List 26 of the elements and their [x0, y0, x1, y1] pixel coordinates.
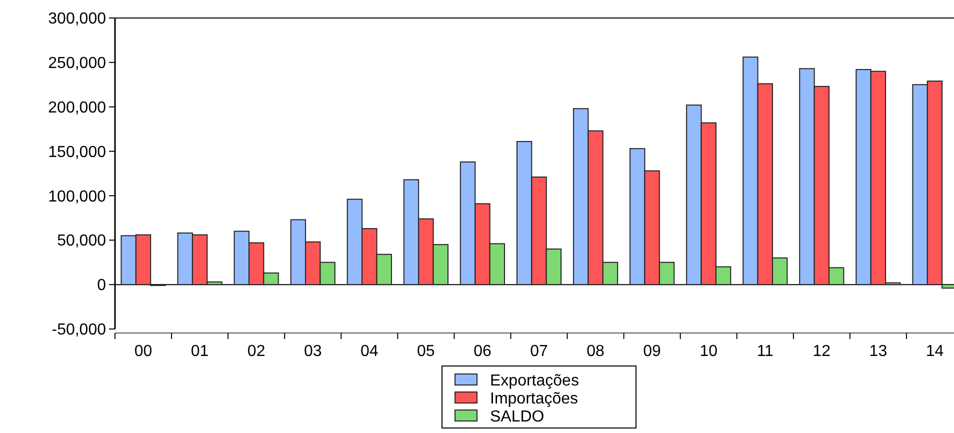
y-tick-label: 300,000 — [48, 10, 106, 28]
x-tick-label: 02 — [247, 343, 266, 360]
x-tick-label: 06 — [474, 343, 492, 360]
legend-label: Exportações — [490, 372, 579, 390]
y-tick-label: 100,000 — [48, 188, 106, 206]
y-tick-label: 50,000 — [57, 232, 106, 250]
x-tick-label: 11 — [756, 343, 774, 360]
y-tick-label: 250,000 — [48, 55, 106, 72]
x-tick-label: 04 — [360, 343, 378, 360]
y-tick-label: 150,000 — [48, 144, 106, 161]
x-tick-label: 01 — [190, 343, 209, 360]
x-tick-label: 03 — [304, 343, 322, 360]
x-tick-label: 05 — [417, 343, 435, 360]
x-tick-label: 09 — [643, 343, 662, 360]
x-tick-label: 00 — [134, 343, 152, 360]
legend-label: SALDO — [490, 408, 544, 426]
x-tick-label: 07 — [530, 343, 548, 360]
x-tick-label: 13 — [869, 343, 888, 360]
x-tick-label: 10 — [700, 343, 718, 360]
y-tick-label: -50,000 — [52, 322, 106, 339]
x-tick-label: 14 — [926, 343, 944, 360]
x-tick-label: 08 — [586, 343, 605, 360]
y-tick-label: 200,000 — [48, 99, 106, 116]
legend-label: Importações — [490, 390, 578, 408]
y-tick-label: 0 — [97, 277, 106, 294]
x-tick-label: 12 — [812, 343, 831, 360]
